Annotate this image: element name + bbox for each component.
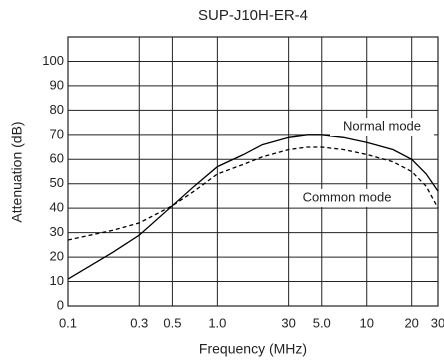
y-tick-label: 50 bbox=[50, 175, 64, 190]
x-tick-label: 0.3 bbox=[130, 315, 148, 330]
x-tick-label: 0.5 bbox=[163, 315, 181, 330]
x-tick-label: 30 bbox=[281, 315, 295, 330]
y-tick-label: 90 bbox=[50, 77, 64, 92]
x-axis-label: Frequency (MHz) bbox=[199, 341, 307, 357]
y-tick-label: 30 bbox=[50, 224, 64, 239]
y-tick-label: 100 bbox=[42, 53, 64, 68]
plot-frame bbox=[67, 36, 439, 307]
series-label: Common mode bbox=[303, 189, 392, 204]
x-tick-label: 1.0 bbox=[208, 315, 226, 330]
y-axis-label: Attenuation (dB) bbox=[9, 121, 25, 222]
x-tick-label: 0.1 bbox=[59, 315, 77, 330]
x-tick-label: 20 bbox=[404, 315, 418, 330]
label-bg bbox=[295, 189, 399, 207]
x-tick-label: 5.0 bbox=[313, 315, 331, 330]
y-tick-label: 20 bbox=[50, 249, 64, 264]
x-tick-label: 30 bbox=[431, 315, 444, 330]
y-tick-label: 10 bbox=[50, 273, 64, 288]
series-line bbox=[67, 146, 439, 241]
label-bg bbox=[330, 118, 434, 136]
chart-title: SUP-J10H-ER-4 bbox=[198, 7, 308, 24]
y-tick-label: 40 bbox=[50, 200, 64, 215]
y-tick-label: 80 bbox=[50, 102, 64, 117]
y-tick-label: 70 bbox=[50, 126, 64, 141]
x-tick-label: 10 bbox=[359, 315, 373, 330]
y-tick-label: 60 bbox=[50, 151, 64, 166]
y-tick-label: 0 bbox=[57, 297, 64, 312]
series-label: Normal mode bbox=[343, 118, 421, 133]
series-line bbox=[67, 134, 439, 280]
